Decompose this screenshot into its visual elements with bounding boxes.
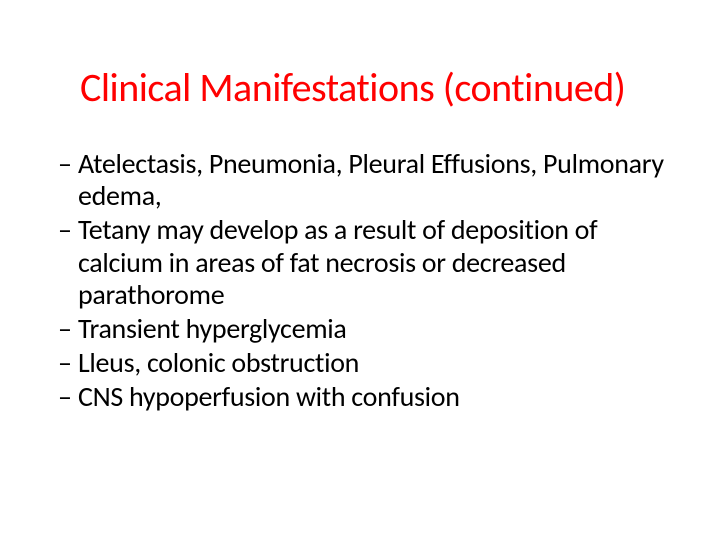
bullet-text: Atelectasis, Pneumonia, Pleural Effusion… xyxy=(78,148,680,212)
list-item: – Lleus, colonic obstruction xyxy=(58,347,680,379)
list-item: – Transient hyperglycemia xyxy=(58,313,680,345)
bullet-dash: – xyxy=(58,381,72,413)
bullet-text: Tetany may develop as a result of deposi… xyxy=(78,214,680,311)
bullet-text: Lleus, colonic obstruction xyxy=(78,347,359,379)
list-item: – CNS hypoperfusion with confusion xyxy=(58,381,680,413)
bullet-dash: – xyxy=(58,148,72,180)
slide-body: – Atelectasis, Pneumonia, Pleural Effusi… xyxy=(58,148,680,416)
slide: Clinical Manifestations (continued) – At… xyxy=(0,0,720,540)
bullet-text: Transient hyperglycemia xyxy=(78,313,347,345)
bullet-dash: – xyxy=(58,214,72,246)
bullet-dash: – xyxy=(58,347,72,379)
slide-title: Clinical Manifestations (continued) xyxy=(80,66,720,110)
bullet-dash: – xyxy=(58,313,72,345)
bullet-text: CNS hypoperfusion with confusion xyxy=(78,381,460,413)
list-item: – Tetany may develop as a result of depo… xyxy=(58,214,680,311)
list-item: – Atelectasis, Pneumonia, Pleural Effusi… xyxy=(58,148,680,212)
